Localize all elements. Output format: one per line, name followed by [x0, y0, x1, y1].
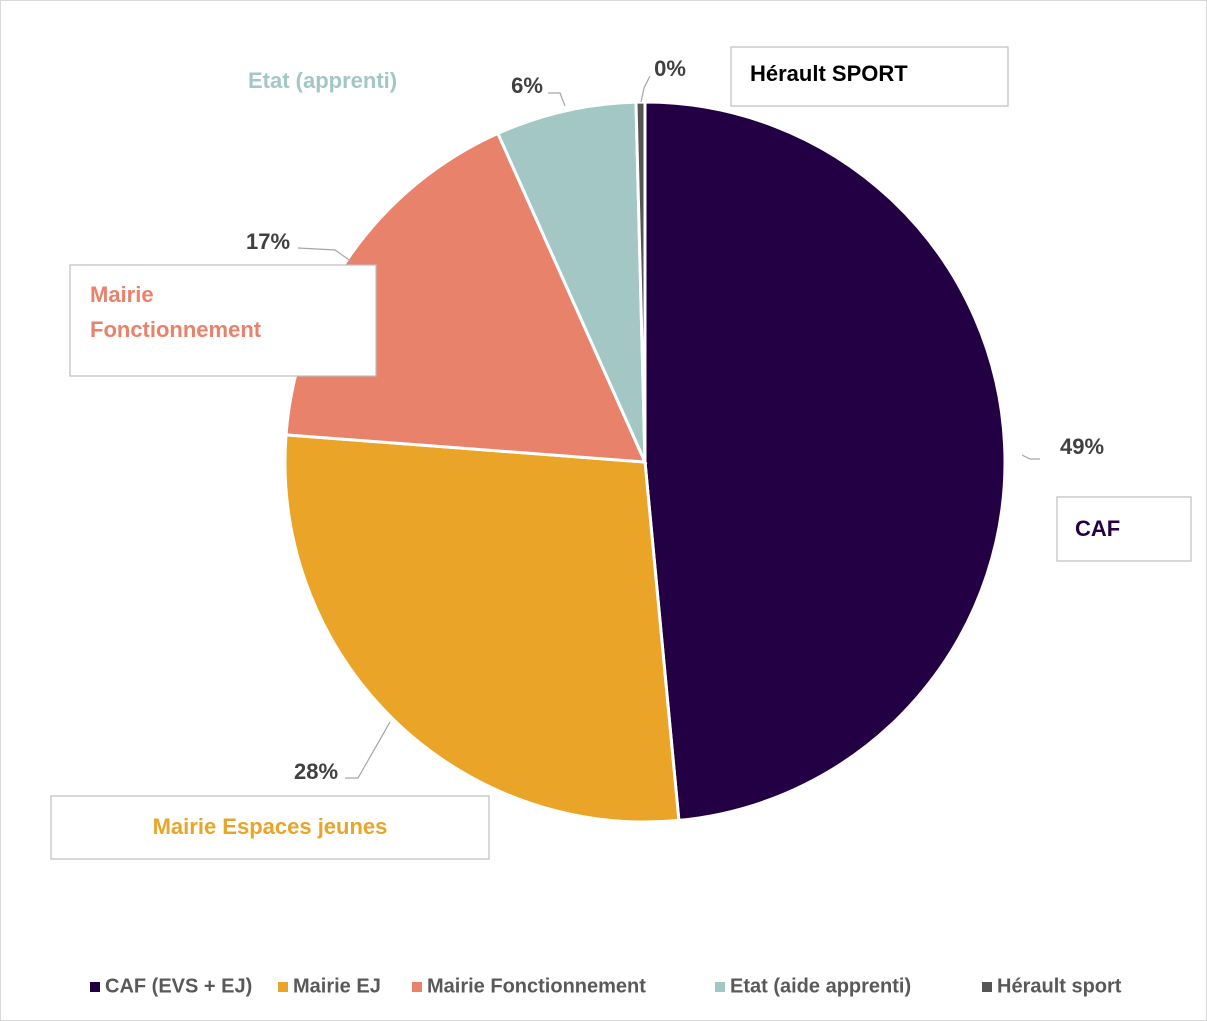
legend-label: Mairie Fonctionnement	[427, 975, 646, 997]
data-label: 49%	[1060, 434, 1104, 459]
pie-slice	[284, 131, 648, 464]
leader-line	[548, 92, 566, 107]
callout-text: CAF	[1075, 516, 1120, 541]
data-label: 6%	[511, 73, 543, 98]
data-label: 17%	[246, 229, 290, 254]
pie-slice	[495, 100, 647, 463]
legend-swatch	[90, 982, 100, 992]
pie-slice	[634, 100, 647, 463]
pie-slice	[283, 433, 681, 824]
callout-box	[730, 46, 1009, 107]
data-label: 28%	[294, 759, 338, 784]
callout-box	[69, 264, 377, 377]
callout-text: Fonctionnement	[90, 317, 262, 342]
legend-label: Hérault sport	[997, 975, 1122, 997]
callout-text: Mairie	[90, 282, 154, 307]
data-label: 0%	[654, 56, 686, 81]
legend-swatch	[982, 982, 992, 992]
leader-line	[345, 721, 391, 779]
leader-line	[1021, 454, 1040, 460]
callout-text: Mairie Espaces jeunes	[153, 814, 388, 839]
legend-swatch	[278, 982, 288, 992]
legend-swatch	[715, 982, 725, 992]
legend-label: Etat (aide apprenti)	[730, 975, 911, 997]
leader-line	[640, 75, 651, 103]
legend-swatch	[412, 982, 422, 992]
callout-box	[1056, 496, 1192, 562]
legend-label: Mairie EJ	[293, 975, 381, 997]
pie-slice	[643, 100, 1007, 823]
leader-line	[297, 247, 353, 263]
callout-text: Etat (apprenti)	[248, 68, 397, 93]
legend-label: CAF (EVS + EJ)	[105, 975, 252, 997]
callout-box	[50, 795, 490, 860]
callout-text: Hérault SPORT	[750, 61, 908, 86]
